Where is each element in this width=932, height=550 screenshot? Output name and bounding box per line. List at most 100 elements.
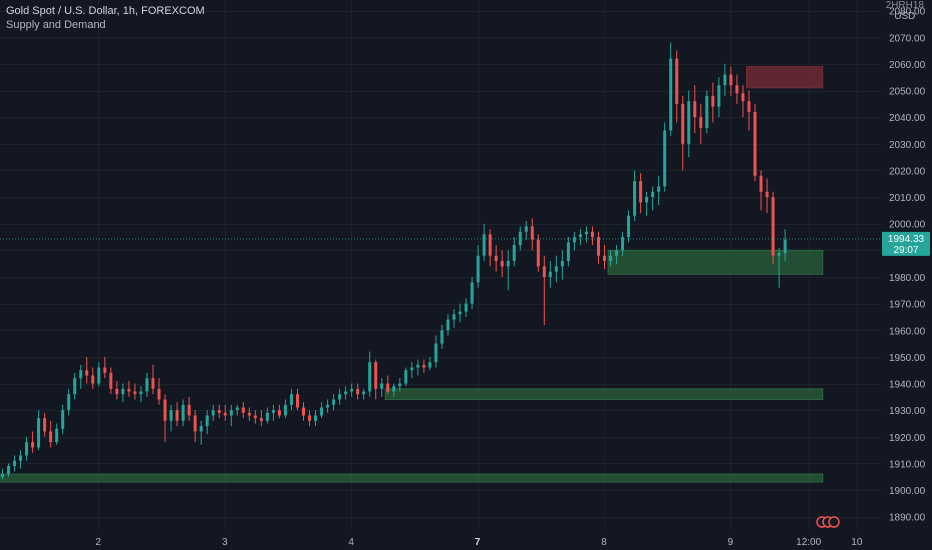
candle-up[interactable]	[289, 388, 293, 411]
candle-up[interactable]	[687, 90, 691, 158]
candle-up[interactable]	[73, 372, 77, 400]
candle-up[interactable]	[578, 229, 582, 246]
candle-up[interactable]	[392, 383, 396, 397]
candle-up[interactable]	[145, 372, 149, 397]
candle-down[interactable]	[49, 420, 53, 448]
candle-down[interactable]	[681, 95, 685, 171]
candle-up[interactable]	[663, 122, 667, 192]
candle-down[interactable]	[356, 383, 360, 400]
candle-down[interactable]	[187, 396, 191, 421]
candle-up[interactable]	[446, 314, 450, 336]
candle-up[interactable]	[380, 378, 384, 397]
candle-up[interactable]	[434, 335, 438, 368]
candle-down[interactable]	[151, 364, 155, 395]
candle-up[interactable]	[344, 386, 348, 400]
candle-up[interactable]	[464, 298, 468, 317]
candle-up[interactable]	[314, 410, 318, 427]
candle-up[interactable]	[1, 468, 4, 480]
candle-up[interactable]	[783, 229, 787, 262]
candle-up[interactable]	[524, 221, 528, 240]
candle-down[interactable]	[302, 402, 305, 421]
candle-up[interactable]	[7, 463, 11, 477]
candle-up[interactable]	[205, 410, 209, 435]
candle-up[interactable]	[705, 90, 709, 134]
candle-up[interactable]	[506, 250, 510, 291]
candle-down[interactable]	[31, 431, 35, 453]
candle-down[interactable]	[603, 245, 606, 269]
candle-up[interactable]	[326, 399, 330, 413]
candle-up[interactable]	[615, 245, 619, 264]
demand-zone[interactable]	[0, 473, 824, 483]
candle-up[interactable]	[25, 436, 29, 461]
candle-down[interactable]	[259, 410, 263, 427]
candle-up[interactable]	[235, 404, 239, 416]
candle-down[interactable]	[590, 226, 594, 246]
candle-up[interactable]	[199, 420, 203, 445]
candle-up[interactable]	[410, 362, 414, 379]
candle-up[interactable]	[657, 175, 661, 206]
candle-up[interactable]	[181, 399, 185, 427]
candle-down[interactable]	[109, 367, 113, 395]
candle-up[interactable]	[669, 42, 673, 136]
candle-down[interactable]	[43, 412, 47, 437]
candle-up[interactable]	[229, 404, 233, 427]
candle-up[interactable]	[37, 410, 41, 451]
candle-up[interactable]	[518, 226, 522, 251]
candle-down[interactable]	[675, 50, 679, 123]
candle-up[interactable]	[139, 386, 143, 403]
candle-down[interactable]	[133, 383, 137, 400]
candle-up[interactable]	[572, 231, 576, 251]
candle-down[interactable]	[530, 218, 534, 251]
candle-up[interactable]	[404, 367, 408, 387]
candle-up[interactable]	[350, 383, 354, 397]
candle-up[interactable]	[548, 261, 552, 288]
indicator-label[interactable]: Supply and Demand	[6, 19, 106, 31]
last-price-badge[interactable]	[882, 231, 930, 256]
candle-up[interactable]	[566, 237, 570, 267]
candle-down[interactable]	[747, 90, 751, 131]
candle-down[interactable]	[295, 388, 299, 411]
candle-down[interactable]	[488, 229, 492, 267]
candle-down[interactable]	[735, 74, 739, 104]
candle-up[interactable]	[169, 404, 173, 432]
candle-down[interactable]	[193, 410, 197, 443]
candle-up[interactable]	[482, 223, 486, 262]
candle-down[interactable]	[771, 191, 775, 264]
candle-up[interactable]	[621, 231, 625, 256]
candle-down[interactable]	[765, 178, 769, 214]
candle-down[interactable]	[308, 410, 312, 427]
candle-down[interactable]	[729, 66, 733, 96]
candle-down[interactable]	[753, 103, 757, 182]
candle-down[interactable]	[542, 255, 546, 325]
candle-down[interactable]	[85, 356, 89, 384]
candle-down[interactable]	[91, 367, 95, 389]
candle-up[interactable]	[777, 247, 781, 288]
candle-down[interactable]	[127, 380, 131, 397]
candle-down[interactable]	[536, 234, 540, 272]
demand-zone[interactable]	[607, 249, 824, 275]
candle-up[interactable]	[211, 404, 215, 421]
candle-up[interactable]	[55, 423, 59, 445]
candle-up[interactable]	[723, 63, 727, 96]
candle-up[interactable]	[338, 388, 342, 405]
candle-down[interactable]	[163, 394, 167, 443]
candle-up[interactable]	[265, 407, 269, 424]
supply-zone[interactable]	[745, 66, 824, 89]
candle-down[interactable]	[693, 85, 697, 134]
candle-up[interactable]	[67, 388, 71, 416]
candle-up[interactable]	[440, 324, 444, 349]
event-marker-icon[interactable]	[828, 516, 840, 528]
candle-up[interactable]	[627, 210, 631, 243]
candle-up[interactable]	[470, 276, 474, 309]
candle-up[interactable]	[512, 237, 516, 267]
candle-up[interactable]	[416, 359, 420, 376]
candle-up[interactable]	[398, 378, 402, 392]
candle-down[interactable]	[711, 82, 715, 123]
candle-down[interactable]	[386, 375, 390, 395]
candle-up[interactable]	[428, 356, 432, 371]
candle-up[interactable]	[19, 450, 23, 469]
candle-up[interactable]	[121, 383, 125, 403]
candle-down[interactable]	[741, 85, 745, 118]
candle-up[interactable]	[560, 250, 564, 280]
